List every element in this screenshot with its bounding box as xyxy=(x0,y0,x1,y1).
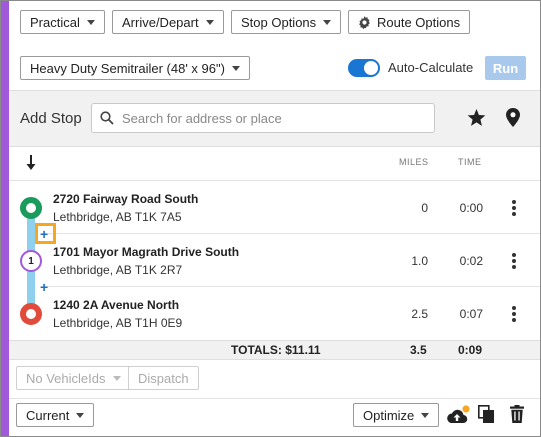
insert-stop-button[interactable]: + xyxy=(40,279,49,295)
totals-cost: TOTALS: $11.11 xyxy=(231,343,321,357)
stop-name[interactable]: 2720 Fairway Road South xyxy=(53,192,199,206)
chevron-down-icon xyxy=(205,19,214,25)
view-dropdown[interactable]: Current xyxy=(16,403,95,427)
auto-calculate-label: Auto-Calculate xyxy=(388,60,474,75)
chevron-down-icon xyxy=(323,19,332,25)
arrive-depart-dropdown[interactable]: Arrive/Depart xyxy=(112,10,224,34)
totals-miles: 3.5 xyxy=(410,343,427,357)
stop-address: Lethbridge, AB T1K 7A5 xyxy=(53,210,182,224)
route-segment xyxy=(27,212,35,252)
stop-address: Lethbridge, AB T1K 2R7 xyxy=(53,263,183,277)
route-segment xyxy=(27,268,35,304)
stop-time: 0:07 xyxy=(459,307,483,321)
divider xyxy=(48,286,540,287)
stop-name[interactable]: 1701 Mayor Magrath Drive South xyxy=(53,245,240,259)
miles-column-header: MILES xyxy=(399,157,429,167)
map-pin-icon[interactable] xyxy=(506,108,520,127)
stop-miles: 1.0 xyxy=(411,254,428,268)
toggle-knob xyxy=(364,61,378,75)
address-search-box[interactable] xyxy=(91,103,435,133)
stop-address: Lethbridge, AB T1H 0E9 xyxy=(53,316,183,330)
waypoint-marker: 1 xyxy=(20,250,42,272)
auto-calculate-toggle[interactable] xyxy=(348,59,380,77)
optimize-label: Optimize xyxy=(363,407,415,423)
route-options-label: Route Options xyxy=(377,14,461,30)
search-icon xyxy=(100,111,114,125)
dispatch-button[interactable]: Dispatch xyxy=(128,366,199,390)
divider xyxy=(48,233,540,234)
chevron-down-icon xyxy=(112,375,121,381)
time-column-header: TIME xyxy=(458,157,482,167)
stop-time: 0:00 xyxy=(459,201,483,215)
insert-stop-button[interactable]: + xyxy=(40,226,49,242)
chevron-down-icon xyxy=(76,412,85,418)
destination-marker xyxy=(20,303,42,325)
route-options-button[interactable]: Route Options xyxy=(348,10,471,34)
stop-options-dropdown[interactable]: Stop Options xyxy=(231,10,342,34)
accent-bar xyxy=(1,1,9,436)
vehicle-ids-label: No VehicleIds xyxy=(26,370,106,386)
totals-time: 0:09 xyxy=(458,343,483,357)
arrow-down-icon[interactable] xyxy=(26,155,36,171)
address-search-input[interactable] xyxy=(122,105,430,131)
vehicle-ids-dropdown[interactable]: No VehicleIds xyxy=(16,366,131,390)
stop-menu-button[interactable] xyxy=(508,252,520,270)
copy-icon[interactable] xyxy=(478,405,495,424)
run-button[interactable]: Run xyxy=(485,56,526,80)
view-label: Current xyxy=(26,407,70,423)
vehicle-profile-label: Heavy Duty Semitrailer (48' x 96") xyxy=(30,60,225,76)
divider xyxy=(9,398,540,399)
stop-name[interactable]: 1240 2A Avenue North xyxy=(53,298,180,312)
optimize-dropdown[interactable]: Optimize xyxy=(353,403,440,427)
trash-icon[interactable] xyxy=(510,405,524,423)
totals-bar xyxy=(9,340,540,360)
vehicle-profile-dropdown[interactable]: Heavy Duty Semitrailer (48' x 96") xyxy=(20,56,250,80)
stop-miles: 0 xyxy=(421,201,428,215)
add-stop-label: Add Stop xyxy=(20,110,82,127)
stop-options-label: Stop Options xyxy=(241,14,317,30)
dispatch-label: Dispatch xyxy=(138,370,189,386)
gear-icon xyxy=(358,15,371,29)
chevron-down-icon xyxy=(421,412,430,418)
stop-miles: 2.5 xyxy=(411,307,428,321)
origin-marker xyxy=(20,197,42,219)
star-icon[interactable] xyxy=(467,109,486,127)
stop-menu-button[interactable] xyxy=(508,199,520,217)
stop-menu-button[interactable] xyxy=(508,305,520,323)
arrive-depart-label: Arrive/Depart xyxy=(122,14,199,30)
cloud-upload-icon[interactable] xyxy=(445,405,471,425)
insert-stop-highlight xyxy=(35,223,56,244)
chevron-down-icon xyxy=(86,19,95,25)
stop-time: 0:02 xyxy=(459,254,483,268)
divider xyxy=(9,180,540,181)
route-type-label: Practical xyxy=(30,14,80,30)
route-type-dropdown[interactable]: Practical xyxy=(20,10,105,34)
chevron-down-icon xyxy=(231,65,240,71)
